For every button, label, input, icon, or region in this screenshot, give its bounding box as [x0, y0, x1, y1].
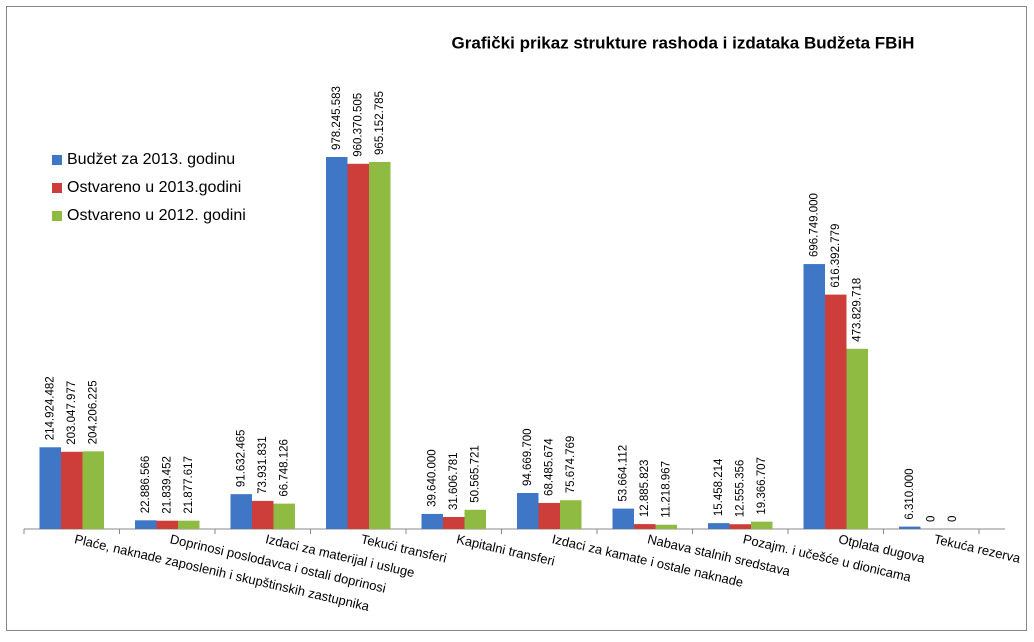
- chart-title: Grafički prikaz strukture rashoda i izda…: [452, 33, 915, 52]
- data-label: 53.664.112: [617, 445, 629, 502]
- data-label: 50.565.721: [469, 445, 481, 503]
- legend-label: Budžet za 2013. godinu: [67, 151, 235, 168]
- bar: [612, 508, 634, 529]
- bar: [347, 163, 369, 529]
- bar: [729, 524, 751, 529]
- data-label: 75.674.769: [565, 436, 577, 494]
- bar: [464, 509, 486, 529]
- data-label: 21.877.617: [183, 456, 195, 514]
- data-label: 6.310.000: [904, 468, 916, 519]
- bar: [421, 513, 443, 529]
- data-label: 203.047.977: [66, 381, 78, 445]
- data-label: 39.640.000: [426, 449, 438, 507]
- legend-swatch: [52, 155, 62, 165]
- legend-label: Ostvareno u 2013.godini: [67, 179, 241, 196]
- bar: [899, 526, 921, 529]
- bar: [751, 521, 773, 529]
- bar: [82, 451, 104, 529]
- data-label: 73.931.831: [257, 436, 269, 494]
- bar: [846, 348, 868, 529]
- bar: [369, 161, 391, 530]
- bar: [230, 494, 252, 529]
- data-label: 66.748.126: [278, 439, 290, 497]
- bar: [273, 503, 295, 529]
- data-label: 965.152.785: [374, 91, 386, 155]
- data-label: 204.206.225: [87, 380, 99, 444]
- bar: [803, 264, 825, 529]
- data-label: 94.669.700: [522, 428, 534, 486]
- data-label: 960.370.505: [352, 93, 364, 157]
- data-label: 31.606.781: [448, 452, 460, 510]
- chart-border: [6, 6, 1027, 631]
- bar: [61, 451, 83, 529]
- bar: [634, 524, 656, 529]
- data-label: 21.839.452: [161, 456, 173, 514]
- bar: [538, 502, 560, 529]
- bar: [655, 524, 677, 529]
- legend-swatch: [52, 183, 62, 193]
- data-label: 11.218.967: [660, 461, 672, 518]
- bar: [135, 520, 157, 529]
- data-label: 0: [925, 516, 937, 522]
- data-label: 978.245.583: [331, 86, 343, 150]
- bar: [252, 500, 274, 529]
- bar: [443, 516, 465, 529]
- data-label: 473.829.718: [851, 278, 863, 342]
- bar: [178, 520, 200, 529]
- data-label: 696.749.000: [808, 193, 820, 257]
- legend-label: Ostvareno u 2012. godini: [67, 207, 246, 224]
- legend-swatch: [52, 211, 62, 221]
- data-label: 15.458.214: [713, 458, 725, 516]
- bar: [517, 492, 539, 529]
- data-label: 616.392.779: [830, 224, 842, 288]
- bar: [825, 294, 847, 529]
- data-label: 19.366.707: [756, 457, 768, 515]
- bar: [156, 520, 178, 529]
- data-label: 12.555.356: [734, 460, 746, 518]
- bar: [39, 447, 61, 529]
- bar: [708, 523, 730, 529]
- bar: [326, 157, 348, 529]
- data-label: 12.885.823: [639, 460, 651, 518]
- data-label: 91.632.465: [235, 430, 247, 488]
- data-label: 68.485.674: [543, 438, 555, 496]
- data-label: 22.886.566: [140, 456, 152, 514]
- bar: [560, 500, 582, 529]
- data-label: 0: [947, 516, 959, 522]
- data-label: 214.924.482: [44, 376, 56, 440]
